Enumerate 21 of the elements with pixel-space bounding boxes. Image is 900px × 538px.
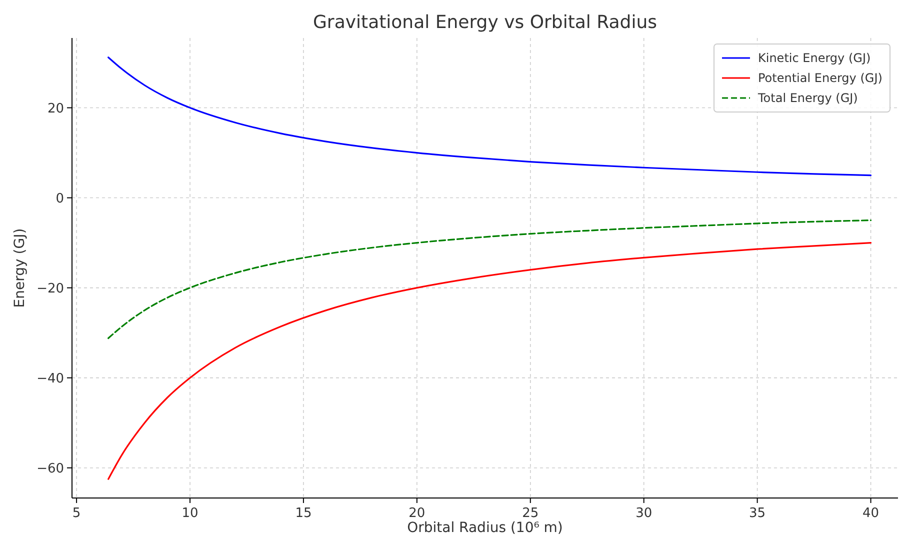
legend-label: Total Energy (GJ) (757, 91, 858, 106)
line-series (108, 219, 872, 340)
x-axis-title: Orbital Radius (10⁶ m) (407, 520, 563, 536)
legend-label: Kinetic Energy (GJ) (758, 51, 871, 66)
x-tick-label: 40 (862, 506, 880, 521)
y-tick-label: −20 (36, 281, 64, 296)
x-tick-label: 10 (182, 506, 198, 521)
y-tick-label: −60 (36, 461, 64, 476)
chart-title: Gravitational Energy vs Orbital Radius (312, 12, 658, 33)
x-tick-label: 5 (72, 506, 81, 521)
line-series (108, 242, 872, 480)
x-tick-label: 35 (749, 506, 766, 521)
legend-label: Potential Energy (GJ) (758, 71, 882, 86)
y-tick-label: 20 (47, 101, 64, 116)
x-tick-label: 25 (522, 506, 539, 521)
y-tick-label: −40 (36, 371, 64, 386)
y-tick-label: 0 (56, 191, 64, 206)
x-tick-label: 20 (408, 506, 426, 521)
y-axis-title: Energy (GJ) (12, 228, 28, 308)
x-tick-label: 15 (295, 506, 312, 521)
x-tick-label: 30 (636, 506, 652, 521)
